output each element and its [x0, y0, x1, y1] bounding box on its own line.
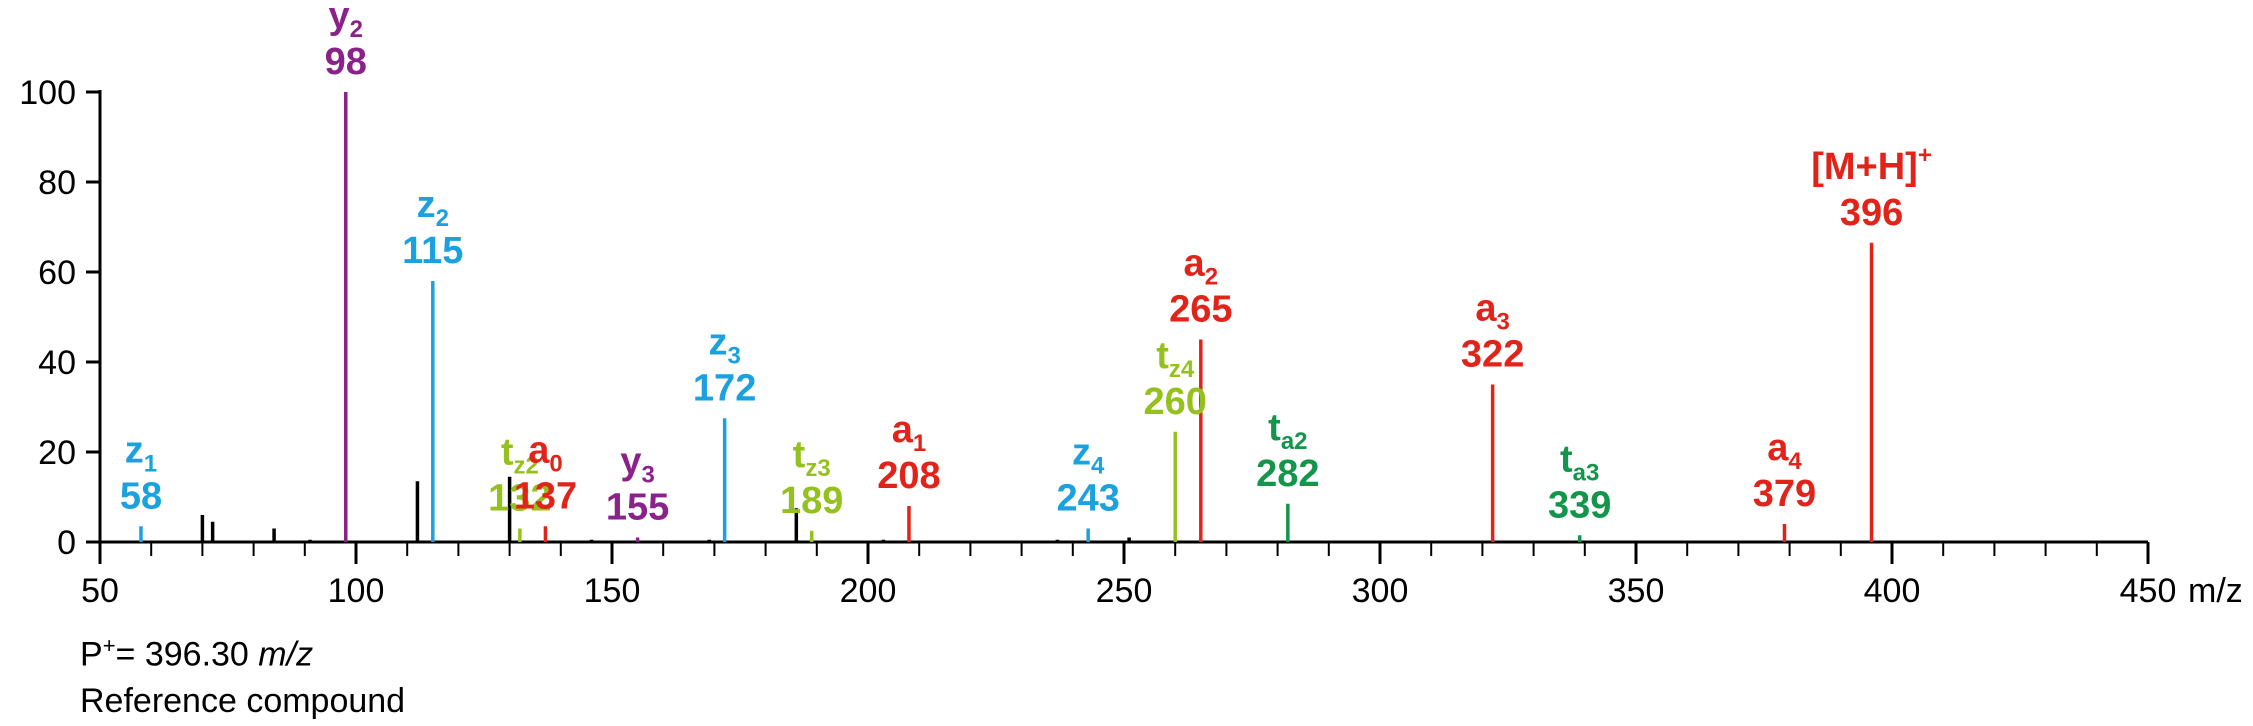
peak-ion-label: a4 [1767, 427, 1802, 475]
peaks [139, 92, 1874, 542]
peak-mz-label: 115 [402, 230, 463, 272]
peak-ion-label: z3 [708, 321, 740, 369]
x-axis-label: m/z [2188, 572, 2243, 610]
x-tick-label: 250 [1096, 572, 1153, 610]
peak-ion-label: z1 [125, 429, 157, 477]
peak-mz-label: 189 [780, 480, 843, 522]
peak-ion-label: tz2 [501, 432, 539, 480]
y-axis: 0 20 40 60 80 100 [19, 74, 102, 562]
precursor-caption: P+= 396.30 m/z [80, 633, 314, 674]
peak-mz-label: 260 [1143, 381, 1206, 423]
x-tick-label: 150 [584, 572, 641, 610]
peak-mz-label: 137 [514, 475, 577, 517]
x-tick-label: 300 [1352, 572, 1409, 610]
peak-ion-label: tz3 [793, 434, 831, 482]
peak-mz-label: 243 [1056, 478, 1119, 520]
peak-mz-label: 98 [325, 41, 367, 83]
peak-ion-label: a2 [1184, 243, 1219, 291]
precursor-value: = 396.30 [115, 635, 259, 674]
peak-ion-label: [M+H]+ [1811, 142, 1932, 188]
peak-ion-label: ta2 [1268, 407, 1307, 455]
peak-ion-label: a0 [528, 429, 563, 477]
precursor-unit: m/z [258, 635, 314, 674]
precursor-charge: + [102, 633, 116, 658]
peak-mz-label: 339 [1548, 484, 1611, 526]
x-tick-label: 450 [2120, 572, 2177, 610]
peak-mz-label: 265 [1169, 289, 1232, 331]
peak-mz-label: 58 [120, 475, 162, 517]
x-axis: 50 100 150 200 250 300 350 400 450 m/z [81, 540, 2243, 610]
x-tick-label: 400 [1864, 572, 1921, 610]
y-tick-label: 40 [38, 344, 76, 382]
y-tick-label: 80 [38, 164, 76, 202]
peak-mz-label: 322 [1461, 334, 1524, 376]
peak-ion-label: z4 [1072, 432, 1105, 480]
y-tick-label: 60 [38, 254, 76, 292]
peak-ion-label: y2 [329, 0, 364, 43]
peak-ion-label: ta3 [1560, 438, 1599, 486]
compound-caption: Reference compound [80, 682, 406, 720]
x-tick-label: 50 [81, 572, 119, 610]
x-tick-label: 200 [840, 572, 897, 610]
y-tick-label: 100 [19, 74, 76, 112]
peak-mz-label: 379 [1753, 473, 1816, 515]
peak-mz-label: 155 [606, 487, 669, 529]
y-tick-label: 0 [57, 524, 76, 562]
peak-mz-label: 208 [877, 455, 940, 497]
peak-mz-label: 172 [693, 367, 756, 409]
peak-ion-label: a3 [1475, 288, 1510, 336]
peak-mz-label: 396 [1840, 192, 1903, 234]
x-tick-label: 100 [328, 572, 385, 610]
precursor-prefix: P [80, 635, 103, 674]
peak-ion-label: a1 [892, 409, 927, 457]
peak-mz-label: 132 [488, 478, 551, 520]
peak-ion-label: tz4 [1156, 335, 1195, 383]
x-tick-label: 350 [1608, 572, 1665, 610]
peak-ion-label: z2 [417, 184, 449, 232]
y-tick-label: 20 [38, 434, 76, 472]
peak-mz-label: 282 [1256, 453, 1319, 495]
peak-ion-label: y3 [620, 441, 655, 489]
